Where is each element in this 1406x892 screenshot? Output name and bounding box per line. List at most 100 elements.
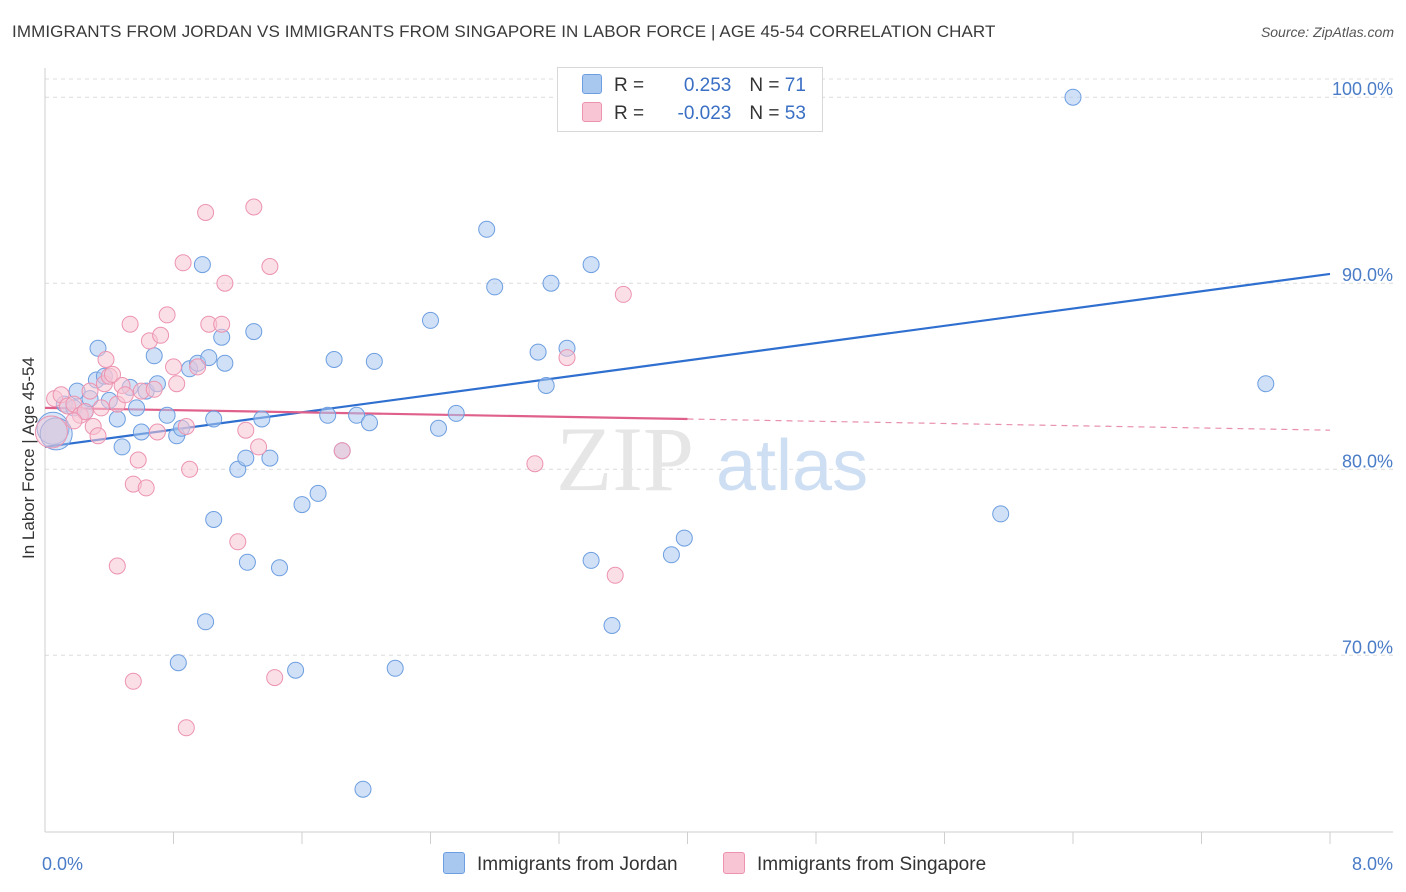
singapore-point [124,672,142,690]
legend-r-value-singapore: -0.023 [677,103,732,124]
jordan-point [128,399,146,417]
jordan-point [36,411,70,445]
jordan-point [113,438,131,456]
jordan-point [108,410,126,428]
singapore-point [526,455,544,473]
singapore-point [34,415,68,449]
jordan-point [205,511,223,528]
singapore-point [614,285,632,303]
jordan-point [1257,375,1275,393]
legend-swatch-jordan [582,74,602,94]
y-tick-label: 100.0% [1332,79,1393,99]
data-points [34,88,1275,798]
x-tick-label-min: 0.0% [42,854,83,874]
singapore-point [152,326,170,344]
jordan-point [478,220,496,238]
bottom-legend-label-singapore: Immigrants from Singapore [757,854,987,875]
singapore-point [606,566,624,584]
jordan-point [197,613,215,631]
singapore-point [148,423,166,441]
singapore-point [189,358,207,376]
singapore-trend-line-extension [687,418,1331,431]
jordan-point [193,256,211,274]
legend-r-label-jordan: R = [614,75,650,96]
jordan-point [200,349,218,367]
singapore-point [245,198,263,216]
watermark-zip: ZIP [556,408,694,510]
bottom-legend-singapore: Immigrants from Singapore [723,852,986,876]
singapore-point [558,349,576,367]
jordan-point [354,780,372,798]
jordan-point [529,343,547,361]
legend-n-value-singapore: 53 [784,103,806,124]
legend-n-value-jordan: 71 [784,75,806,96]
bottom-legend-jordan: Immigrants from Jordan [443,852,678,876]
singapore-point [197,204,215,221]
jordan-point [348,406,366,424]
singapore-point [229,533,247,551]
jordan-point [325,351,343,368]
jordan-point [261,449,279,467]
singapore-point [137,479,155,497]
x-tick-label-max: 8.0% [1352,854,1393,874]
jordan-point [386,659,404,677]
singapore-point [116,386,134,404]
singapore-point [177,418,195,435]
singapore-point [104,365,121,383]
bottom-legend-label-jordan: Immigrants from Jordan [477,854,678,875]
jordan-point [158,406,176,424]
jordan-point [271,559,288,577]
jordan-point [287,661,305,679]
singapore-point [237,421,255,439]
singapore-point [177,719,195,737]
singapore-point [129,451,147,469]
jordan-point [662,546,680,564]
jordan-point [447,404,465,422]
chart-title: IMMIGRANTS FROM JORDAN VS IMMIGRANTS FRO… [12,22,996,41]
singapore-point [181,460,199,478]
legend-n-label-jordan: N = [749,75,785,96]
jordan-point [319,406,337,424]
legend-n-label-singapore: N = [749,103,785,124]
y-axis-label: In Labor Force | Age 45-54 [19,357,38,559]
jordan-point [216,354,234,372]
bottom-legend-swatch-jordan [443,852,465,874]
singapore-point [168,375,186,393]
jordan-point [169,654,187,672]
jordan-point [1064,88,1082,106]
source-label: Source: ZipAtlas.com [1260,24,1394,40]
jordan-point [238,553,256,571]
singapore-point [174,254,192,272]
jordan-point [537,377,555,394]
jordan-point [542,274,560,292]
legend-row-singapore: R = -0.023 N = 53 [582,102,806,128]
jordan-point [205,410,223,428]
legend-row-jordan: R = 0.253 N = 71 [582,74,806,100]
legend-swatch-singapore [582,102,602,122]
jordan-point [253,410,271,428]
singapore-point [266,669,284,687]
singapore-point [89,427,107,445]
singapore-trend-line [44,406,688,421]
jordan-point [992,505,1010,523]
singapore-point [213,315,231,333]
jordan-point [309,484,327,502]
jordan-point [245,323,263,341]
singapore-point [261,258,279,275]
jordan-point [422,311,439,329]
singapore-point [165,358,182,376]
axes [44,68,1393,844]
singapore-point [145,380,163,398]
jordan-point [603,617,621,634]
jordan-point [361,414,378,432]
jordan-point [582,551,600,569]
y-tick-label: 80.0% [1342,451,1393,471]
singapore-point [250,438,268,456]
legend-r-value-jordan: 0.253 [683,75,732,96]
y-tick-label: 90.0% [1342,265,1393,285]
singapore-point [121,315,139,333]
singapore-point [97,351,115,368]
jordan-point [430,419,447,437]
jordan-point [486,278,504,296]
singapore-point [81,382,99,400]
